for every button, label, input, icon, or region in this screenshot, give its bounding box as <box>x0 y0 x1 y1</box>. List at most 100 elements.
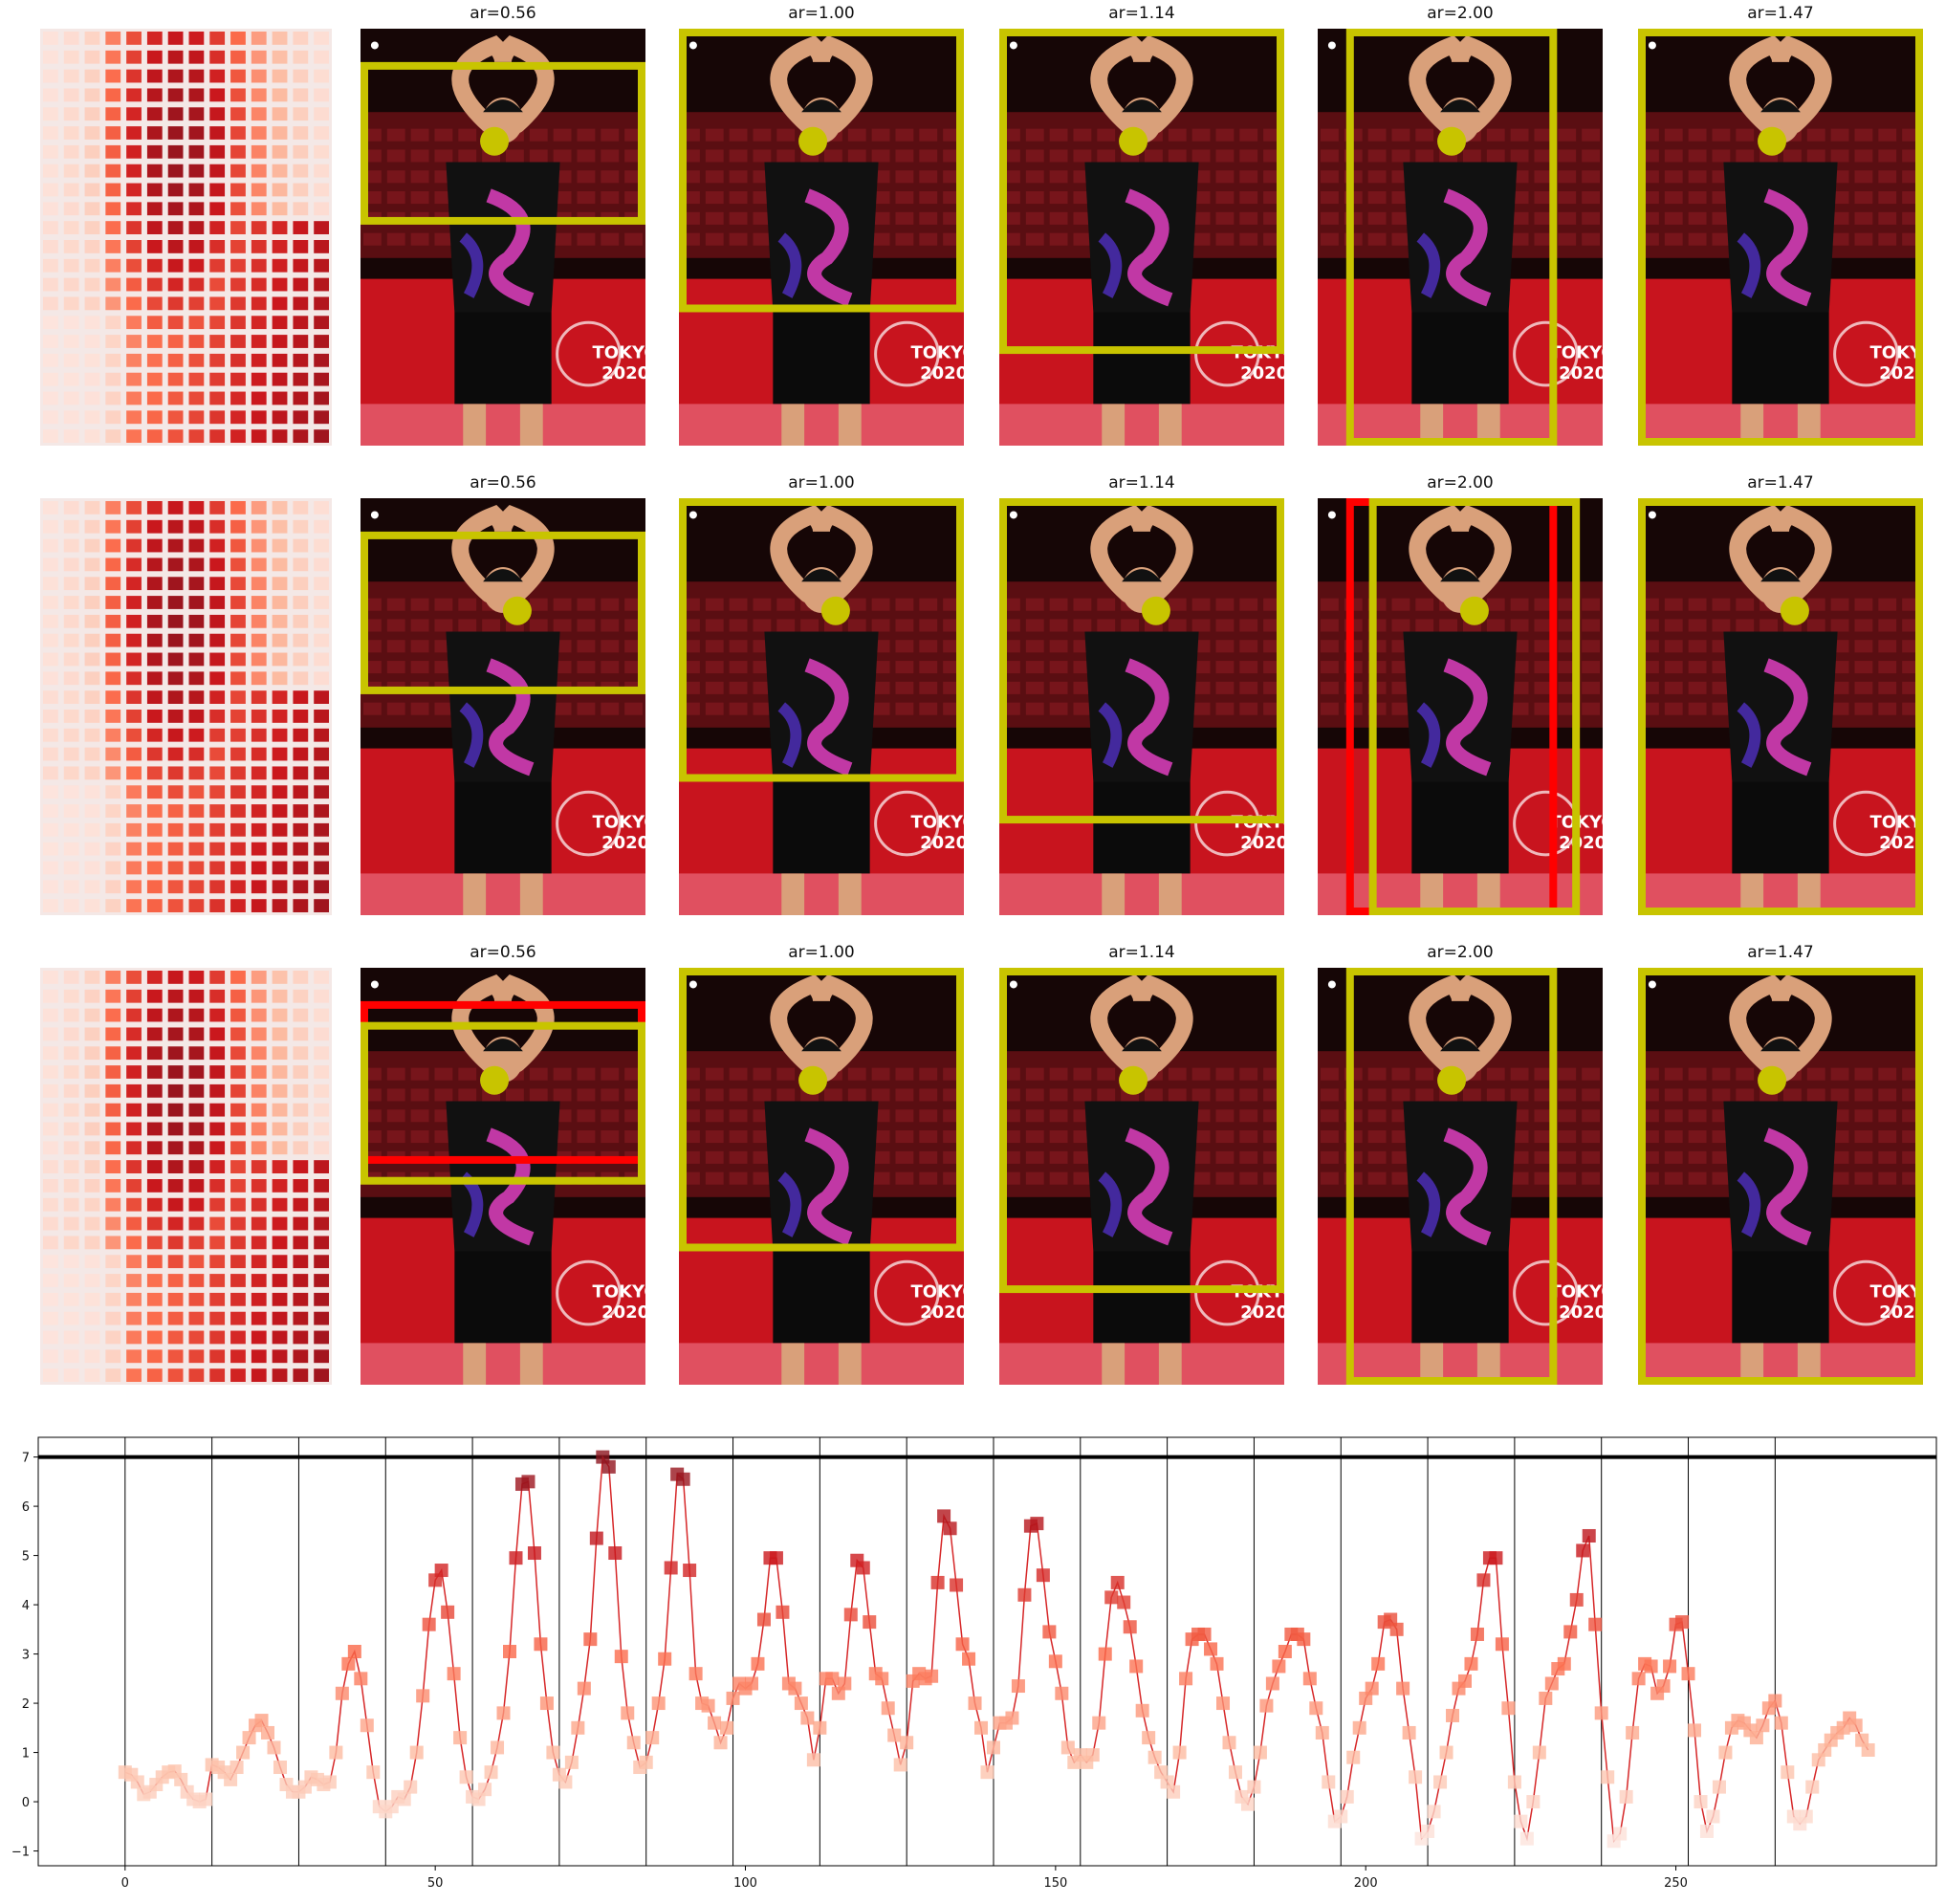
score-marker <box>900 1736 914 1750</box>
heatmap-cell <box>293 1274 309 1287</box>
heatmap-cell <box>209 747 226 761</box>
heatmap-cell <box>43 164 58 178</box>
heatmap-cell <box>209 728 226 742</box>
heatmap-cell <box>63 296 79 311</box>
heatmap-cell <box>251 296 267 311</box>
heatmap-cell <box>230 519 246 534</box>
heatmap-cell <box>105 1274 121 1287</box>
score-marker <box>1036 1568 1050 1583</box>
light-spot <box>370 41 379 50</box>
heatmap-cell <box>314 842 329 856</box>
heatmap-cell <box>251 164 267 178</box>
heatmap-cell <box>84 50 100 64</box>
heatmap-cell <box>230 277 246 292</box>
focus-point <box>1459 596 1489 625</box>
heatmap-cell <box>188 1236 205 1250</box>
heatmap-cell <box>209 861 226 875</box>
score-marker <box>447 1667 461 1681</box>
heatmap-cell <box>105 391 121 405</box>
heatmap-cell <box>230 1349 246 1364</box>
heatmap-cell <box>251 1083 267 1098</box>
heatmap-cell <box>84 88 100 102</box>
heatmap-cell <box>43 1046 58 1061</box>
heatmap-cell <box>314 861 329 875</box>
heatmap-cell <box>146 353 163 367</box>
score-marker <box>1457 1674 1472 1688</box>
shorts <box>773 312 870 405</box>
heatmap-cell <box>209 277 226 292</box>
heatmap-cell <box>84 1197 100 1212</box>
heatmap-cell <box>84 1179 100 1193</box>
heatmap-cell <box>251 1197 267 1212</box>
predicted-crop-box <box>999 29 1284 355</box>
heatmap-cell <box>126 88 142 102</box>
heatmap-cell <box>314 1141 329 1155</box>
crop-candidate-photo: TOKYO2020 <box>1638 968 1923 1385</box>
heatmap-cell <box>188 614 205 628</box>
heatmap-cell <box>63 1292 79 1306</box>
predicted-crop-box <box>361 61 645 225</box>
left-leg <box>1102 873 1125 915</box>
score-marker <box>1172 1745 1187 1760</box>
heatmap-cell <box>251 183 267 197</box>
heatmap-cell <box>167 1368 184 1382</box>
heatmap-cell <box>43 880 58 894</box>
heatmap-cell <box>146 1179 163 1193</box>
heatmap-cell <box>209 107 226 121</box>
heatmap-cell <box>167 88 184 102</box>
heatmap-cell <box>188 88 205 102</box>
panel-title: ar=1.47 <box>1747 4 1814 23</box>
score-marker <box>614 1650 628 1664</box>
heatmap-cell <box>84 1008 100 1022</box>
heatmap-cell <box>126 1160 142 1173</box>
heatmap-cell <box>126 1292 142 1306</box>
heatmap-cell <box>105 277 121 292</box>
heatmap-cell <box>63 1103 79 1117</box>
heatmap-cell <box>43 258 58 273</box>
crop-candidate-photo: TOKYO2020 <box>1638 498 1923 915</box>
heatmap-cell <box>105 822 121 837</box>
heatmap-cell <box>188 126 205 140</box>
heatmap-cell <box>314 1179 329 1193</box>
heatmap-cell <box>293 1027 309 1041</box>
heatmap-cell <box>209 1027 226 1041</box>
score-marker <box>726 1691 740 1705</box>
score-marker <box>688 1667 703 1681</box>
heatmap-cell <box>167 1027 184 1041</box>
heatmap-cell <box>188 822 205 837</box>
heatmap-cell <box>63 1255 79 1269</box>
heatmap-cell <box>126 1027 142 1041</box>
heatmap-cell <box>43 596 58 609</box>
y-tick-label: 0 <box>22 1796 30 1810</box>
heatmap-cell <box>84 1027 100 1041</box>
heatmap-cell <box>63 1027 79 1041</box>
heatmap-cell <box>126 614 142 628</box>
heatmap-cell <box>146 1311 163 1325</box>
score-marker <box>341 1656 356 1671</box>
heatmap-cell <box>314 558 329 572</box>
heatmap-cell <box>146 1141 163 1155</box>
heatmap-cell <box>167 1311 184 1325</box>
heatmap-cell <box>167 1046 184 1061</box>
score-marker <box>1197 1627 1212 1641</box>
heatmap-cell <box>167 1349 184 1364</box>
right-leg <box>1797 873 1821 915</box>
heatmap-cell <box>293 785 309 799</box>
score-marker <box>943 1521 957 1536</box>
light-spot <box>370 511 379 519</box>
heatmap-cell <box>167 1083 184 1098</box>
heatmap-cell <box>251 861 267 875</box>
heatmap-cell <box>146 804 163 818</box>
heatmap-cell <box>209 1008 226 1022</box>
heatmap-cell <box>146 50 163 64</box>
heatmap-cell <box>314 1311 329 1325</box>
heatmap-cell <box>188 258 205 273</box>
heatmap-cell <box>105 296 121 311</box>
score-marker <box>608 1546 623 1561</box>
heatmap-cell <box>167 429 184 443</box>
photo-text-line1: TOKYO <box>1550 1281 1603 1302</box>
heatmap-cell <box>84 633 100 647</box>
heatmap-cell <box>167 126 184 140</box>
heatmap-cell <box>146 107 163 121</box>
focus-point <box>798 1065 828 1095</box>
